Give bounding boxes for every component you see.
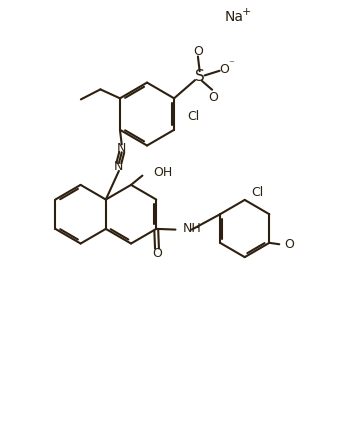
Text: O: O	[284, 238, 294, 251]
Text: NH: NH	[183, 222, 201, 235]
Text: N: N	[117, 142, 126, 155]
Text: ⁻: ⁻	[229, 59, 234, 70]
Text: Cl: Cl	[251, 185, 263, 199]
Text: S: S	[195, 69, 204, 84]
Text: +: +	[242, 7, 251, 17]
Text: O: O	[219, 63, 229, 76]
Text: OH: OH	[153, 165, 172, 178]
Text: O: O	[209, 92, 218, 105]
Text: N: N	[114, 161, 124, 174]
Text: Na: Na	[224, 10, 243, 25]
Text: Cl: Cl	[187, 111, 199, 124]
Text: O: O	[152, 248, 162, 260]
Text: O: O	[193, 45, 203, 58]
